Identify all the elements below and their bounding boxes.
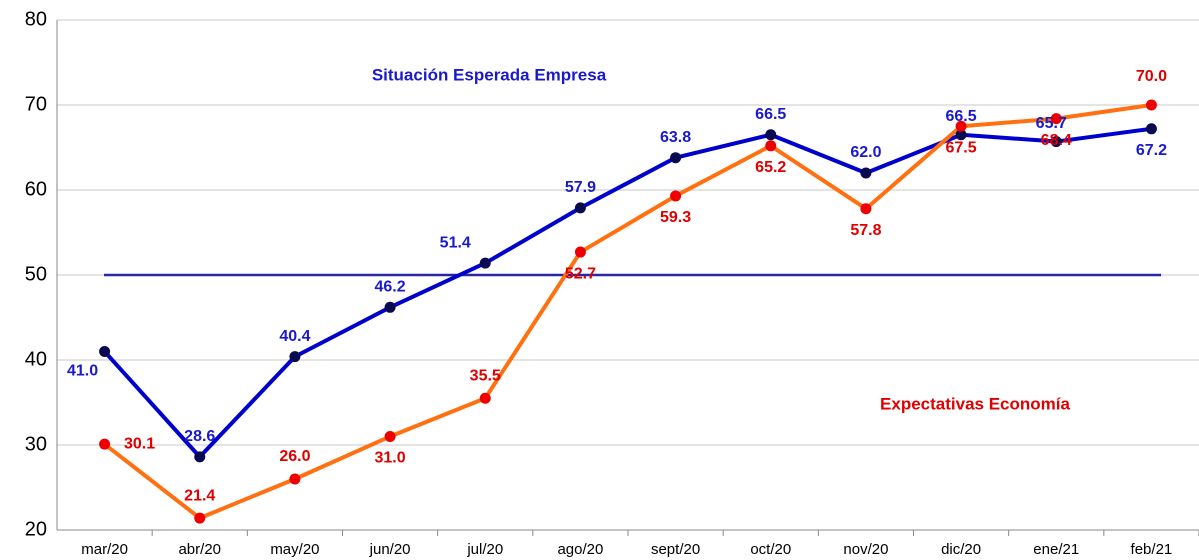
data-label: 30.1 [124, 435, 155, 452]
data-label: 57.8 [850, 222, 881, 239]
data-label: 57.9 [565, 179, 596, 196]
data-label: 26.0 [279, 448, 310, 465]
y-tick-label: 40 [25, 348, 47, 370]
marker [99, 346, 111, 357]
marker [384, 301, 396, 313]
data-label: 62.0 [850, 144, 881, 161]
marker [765, 140, 777, 152]
y-tick-label: 30 [25, 433, 47, 455]
marker [479, 257, 491, 269]
marker [289, 473, 301, 485]
marker [1050, 136, 1062, 148]
marker [289, 351, 301, 363]
marker [99, 438, 111, 450]
marker [860, 203, 872, 215]
marker [1050, 113, 1062, 125]
y-tick-label: 50 [25, 263, 47, 285]
marker [955, 120, 967, 132]
data-label: 40.4 [279, 328, 310, 345]
data-label: 21.4 [184, 487, 215, 504]
series-name: Expectativas Economía [880, 394, 1070, 413]
data-label: 70.0 [1136, 68, 1167, 85]
x-tick-label: mar/20 [81, 541, 128, 558]
data-label: 28.6 [184, 428, 215, 445]
x-tick-label: dic/20 [941, 541, 981, 558]
marker [860, 167, 872, 179]
data-label: 63.8 [660, 129, 691, 146]
x-tick-label: sept/20 [651, 541, 700, 558]
y-tick-label: 70 [25, 93, 47, 115]
x-tick-label: may/20 [270, 541, 319, 558]
marker [670, 152, 682, 164]
data-label: 52.7 [565, 265, 596, 282]
y-tick-label: 60 [25, 178, 47, 200]
marker [194, 512, 206, 524]
x-tick-label: ene/21 [1033, 541, 1079, 558]
x-tick-label: jul/20 [466, 541, 503, 558]
x-tick-label: ago/20 [557, 541, 603, 558]
marker [1145, 123, 1157, 135]
x-tick-label: oct/20 [750, 541, 791, 558]
marker [194, 451, 206, 463]
x-tick-label: feb/21 [1131, 541, 1173, 558]
series-line [103, 126, 1152, 459]
data-label: 66.5 [946, 108, 977, 125]
data-label: 46.2 [375, 279, 406, 296]
data-label: 67.2 [1136, 142, 1167, 159]
marker [384, 431, 396, 442]
series-line [103, 103, 1152, 521]
marker [479, 392, 491, 404]
marker [765, 129, 777, 141]
data-label: 67.5 [946, 139, 977, 156]
marker [1145, 99, 1157, 111]
series-name: Situación Esperada Empresa [372, 65, 607, 84]
data-label: 68.4 [1041, 132, 1072, 149]
x-tick-label: abr/20 [178, 541, 221, 558]
data-label: 51.4 [440, 234, 471, 251]
data-label: 31.0 [375, 450, 406, 467]
data-label: 35.5 [470, 367, 501, 384]
marker [574, 246, 586, 258]
marker [670, 190, 682, 202]
marker [955, 129, 967, 141]
y-tick-label: 80 [25, 8, 47, 30]
y-tick-label: 20 [25, 518, 47, 540]
x-tick-label: jun/20 [369, 541, 411, 558]
data-label: 65.7 [1036, 115, 1067, 132]
marker [574, 202, 586, 214]
data-label: 66.5 [755, 106, 786, 123]
data-label: 59.3 [660, 209, 691, 226]
data-label: 65.2 [755, 159, 786, 176]
data-label: 41.0 [67, 363, 98, 380]
x-tick-label: nov/20 [843, 541, 888, 558]
